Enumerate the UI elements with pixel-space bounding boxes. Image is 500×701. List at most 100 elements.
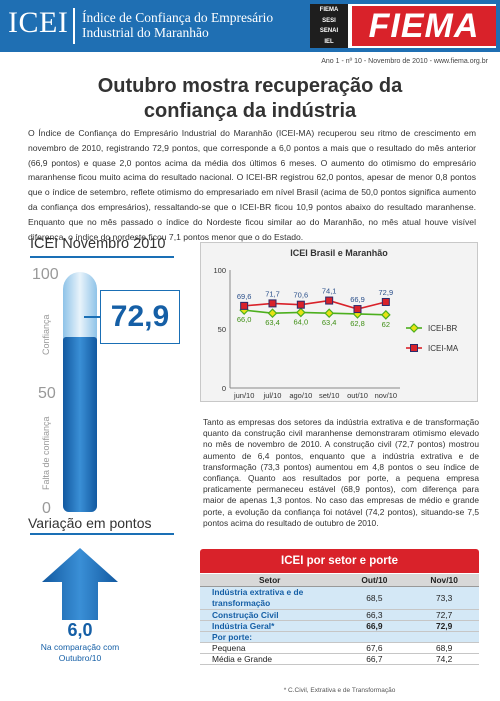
cell-out: 66,7 xyxy=(339,653,410,665)
gauge-connector xyxy=(84,316,100,318)
gauge-value: 72,9 xyxy=(110,300,170,333)
gauge-axis-no-confidence: Falta de confiança xyxy=(41,416,51,490)
cell-nov: 72,9 xyxy=(409,620,479,632)
legend-label: ICEI-MA xyxy=(428,344,459,353)
data-label: 62 xyxy=(382,320,390,329)
headline: Outubro mostra recuperação da confiança … xyxy=(0,74,500,124)
gauge-title-rule xyxy=(30,256,174,258)
row-label: Indústria extrativa e de transformação xyxy=(200,586,340,610)
gauge-title: ICEI Novembro 2010 xyxy=(30,236,166,252)
cell-nov: 74,2 xyxy=(409,653,479,665)
logo-group: FIEMA SESI SENAI IEL FIEMA xyxy=(310,4,496,48)
data-point xyxy=(381,297,390,306)
table-row: Construção Civil 66,3 72,7 xyxy=(200,609,479,621)
gauge-value-box xyxy=(100,290,180,344)
cell-nov: 73,3 xyxy=(409,586,479,610)
col-header-sector: Setor xyxy=(200,574,340,587)
table-row: Por porte: xyxy=(200,631,479,643)
cell-out xyxy=(339,631,410,643)
system-logo: FIEMA SESI SENAI IEL xyxy=(310,4,348,48)
data-point xyxy=(267,308,278,319)
x-tick-label: jun/10 xyxy=(233,391,254,400)
table-row: Pequena 67,6 68,9 xyxy=(200,642,479,654)
x-tick-label: nov/10 xyxy=(375,391,398,400)
legend-marker xyxy=(410,344,418,352)
variation-caption-line2: Outubro/10 xyxy=(58,653,102,663)
row-label: Pequena xyxy=(200,642,340,654)
gauge-tick-0: 0 xyxy=(42,500,51,517)
row-label: Indústria Geral* xyxy=(200,620,340,632)
cell-nov: 68,9 xyxy=(409,642,479,654)
brand-subtitle: Índice de Confiança do Empresário Indust… xyxy=(82,10,273,40)
table-title: ICEI por setor e porte xyxy=(200,549,479,573)
data-label: 74,1 xyxy=(322,287,337,296)
variation-rule xyxy=(30,533,174,535)
system-logo-line: FIEMA xyxy=(319,7,339,13)
data-point xyxy=(324,308,335,319)
system-logo-line: SENAI xyxy=(319,28,339,34)
brand-title: ICEI xyxy=(8,6,69,39)
system-logo-line: SESI xyxy=(322,17,336,24)
table-footnote: * C.Civil, Extrativa e de Transformação xyxy=(283,687,396,694)
up-arrow-icon xyxy=(42,548,118,620)
table-header-row: Setor Out/10 Nov/10 xyxy=(200,574,479,587)
masthead: ICEI Índice de Confiança do Empresário I… xyxy=(0,0,500,52)
fiema-logo: FIEMA xyxy=(352,6,496,46)
gauge-tick-100: 100 xyxy=(32,266,59,283)
data-label: 63,4 xyxy=(322,318,337,327)
col-header-out: Out/10 xyxy=(339,574,410,587)
variation-caption-line1: Na comparação com xyxy=(40,642,120,652)
row-label: Por porte: xyxy=(200,631,340,643)
data-point xyxy=(325,296,334,305)
cell-out: 68,5 xyxy=(339,586,410,610)
x-tick-label: out/10 xyxy=(347,391,368,400)
data-label: 63,4 xyxy=(265,318,280,327)
x-tick-label: jul/10 xyxy=(263,391,282,400)
data-label: 70,6 xyxy=(294,291,309,300)
data-label: 66,0 xyxy=(237,315,252,324)
lead-paragraph: O Índice de Confiança do Empresário Indu… xyxy=(28,128,476,242)
cell-nov: 72,7 xyxy=(409,609,479,621)
gauge-axis-confidence: Confiança xyxy=(41,314,51,355)
edition-info: Ano 1 - nº 10 - Novembro de 2010 - www.f… xyxy=(321,58,488,65)
data-point xyxy=(296,300,305,309)
chart-title: ICEI Brasil e Maranhão xyxy=(290,248,388,258)
x-tick-label: ago/10 xyxy=(289,391,312,400)
sector-paragraph: Tanto as empresas dos setores da indústr… xyxy=(203,417,479,528)
table-row: Indústria extrativa e de transformação 68… xyxy=(200,586,479,610)
cell-nov xyxy=(409,631,479,643)
system-logo-line: IEL xyxy=(324,38,334,45)
headline-line2: confiança da indústria xyxy=(143,100,357,122)
row-label: Média e Grande xyxy=(200,653,340,665)
data-point xyxy=(295,307,306,318)
legend-marker xyxy=(409,323,419,333)
table-row: Indústria Geral* 66,9 72,9 xyxy=(200,620,479,632)
brand-subtitle-line2: Industrial do Maranhão xyxy=(82,25,209,40)
cell-out: 66,9 xyxy=(339,620,410,632)
data-label: 69,6 xyxy=(237,292,252,301)
data-label: 64,0 xyxy=(294,317,309,326)
gauge-fill xyxy=(63,337,97,512)
data-point xyxy=(353,305,362,314)
line-chart: 0 50 100 jun/10 jul/10 ago/10 set/10 out/10 nov/… xyxy=(213,266,459,400)
y-tick-label: 50 xyxy=(218,325,226,334)
x-tick-label: set/10 xyxy=(319,391,339,400)
variation-caption: Na comparação com Outubro/10 xyxy=(30,642,130,664)
table-row: Média e Grande 66,7 74,2 xyxy=(200,653,479,665)
headline-line1: Outubro mostra recuperação da xyxy=(97,75,403,97)
masthead-divider xyxy=(73,8,75,44)
data-point xyxy=(240,301,249,310)
data-point xyxy=(380,309,391,320)
data-label: 62,8 xyxy=(350,319,365,328)
gauge-tick-50: 50 xyxy=(38,385,56,402)
y-tick-label: 100 xyxy=(213,266,226,275)
col-header-nov: Nov/10 xyxy=(409,574,479,587)
row-label: Construção Civil xyxy=(200,609,340,621)
data-label: 72,9 xyxy=(379,288,394,297)
data-point xyxy=(268,299,277,308)
series-line xyxy=(244,299,387,310)
variation-value: 6,0 xyxy=(67,620,93,640)
chart-frame xyxy=(200,242,478,402)
brand-subtitle-line1: Índice de Confiança do Empresário xyxy=(82,10,274,25)
sector-table: Setor Out/10 Nov/10 Indústria extrativa … xyxy=(200,574,479,665)
